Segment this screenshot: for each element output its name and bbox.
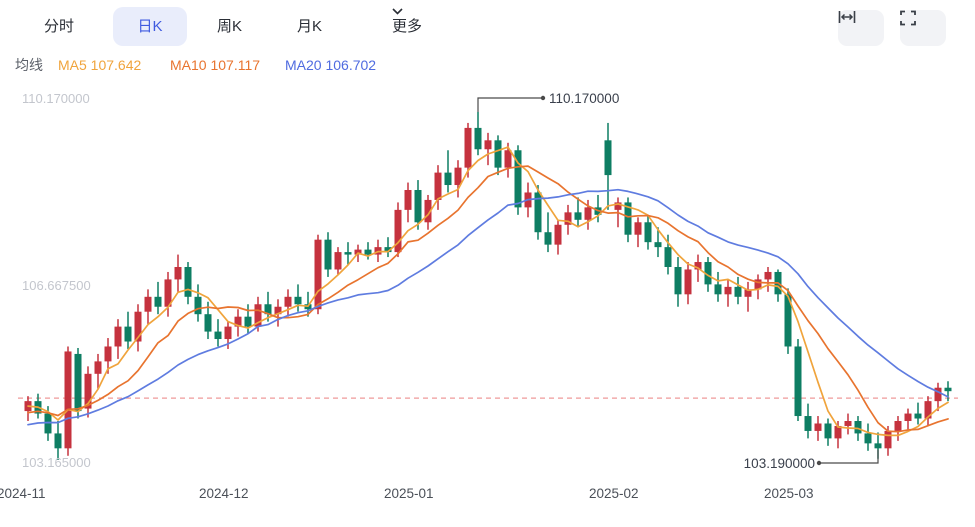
chevron-down-icon bbox=[392, 8, 403, 15]
annotation-high-label: 110.170000 bbox=[549, 91, 620, 106]
fullscreen-icon bbox=[900, 10, 916, 26]
fullscreen-button[interactable] bbox=[900, 10, 946, 46]
x-axis-tick-mar: 2025-03 bbox=[764, 486, 814, 501]
tab-timeshare[interactable]: 分时 bbox=[44, 18, 75, 35]
fit-width-icon bbox=[838, 11, 856, 23]
x-axis-tick-nov: 2024-11 bbox=[0, 486, 46, 501]
legend-ma5: MA5 107.642 bbox=[58, 57, 142, 73]
tab-weekly-k[interactable]: 周K bbox=[217, 18, 243, 35]
legend-title: 均线 bbox=[15, 57, 43, 73]
legend-ma20: MA20 106.702 bbox=[285, 57, 377, 73]
tab-monthly-k[interactable]: 月K bbox=[297, 18, 323, 35]
tab-daily-k[interactable]: 日K bbox=[113, 7, 187, 46]
x-axis-tick-dec: 2024-12 bbox=[199, 486, 249, 501]
fit-width-button[interactable] bbox=[838, 10, 884, 46]
y-axis-tick-min: 103.165000 bbox=[22, 455, 91, 470]
tab-more-label: 更多 bbox=[392, 18, 423, 35]
annotation-low-label: 103.190000 bbox=[743, 456, 815, 471]
y-axis-tick-mid: 106.667500 bbox=[22, 278, 91, 293]
x-axis-tick-jan: 2025-01 bbox=[384, 486, 434, 501]
legend-ma10: MA10 107.117 bbox=[170, 57, 261, 73]
x-axis-tick-feb: 2025-02 bbox=[589, 486, 639, 501]
y-axis-tick-max: 110.170000 bbox=[22, 91, 90, 106]
tab-more[interactable]: 更多 bbox=[392, 8, 422, 46]
